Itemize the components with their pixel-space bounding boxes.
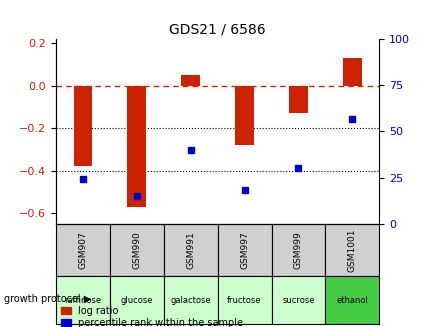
FancyBboxPatch shape bbox=[217, 276, 271, 324]
FancyBboxPatch shape bbox=[163, 224, 217, 276]
Text: GSM1001: GSM1001 bbox=[347, 228, 356, 272]
Text: galactose: galactose bbox=[170, 296, 211, 304]
FancyBboxPatch shape bbox=[325, 224, 378, 276]
FancyBboxPatch shape bbox=[271, 276, 325, 324]
Text: glucose: glucose bbox=[120, 296, 153, 304]
Legend: log ratio, percentile rank within the sample: log ratio, percentile rank within the sa… bbox=[61, 306, 243, 327]
FancyBboxPatch shape bbox=[217, 224, 271, 276]
Text: fructose: fructose bbox=[227, 296, 261, 304]
Text: raffinose: raffinose bbox=[64, 296, 101, 304]
Bar bbox=[181, 75, 200, 86]
Text: GSM991: GSM991 bbox=[186, 231, 195, 269]
FancyBboxPatch shape bbox=[56, 276, 110, 324]
FancyBboxPatch shape bbox=[56, 224, 110, 276]
Bar bbox=[127, 86, 146, 207]
FancyBboxPatch shape bbox=[163, 276, 217, 324]
FancyBboxPatch shape bbox=[110, 224, 163, 276]
Bar bbox=[74, 86, 92, 166]
FancyBboxPatch shape bbox=[110, 276, 163, 324]
Bar bbox=[289, 86, 307, 113]
Text: GSM997: GSM997 bbox=[240, 231, 249, 269]
FancyBboxPatch shape bbox=[325, 276, 378, 324]
Bar bbox=[235, 86, 253, 145]
Title: GDS21 / 6586: GDS21 / 6586 bbox=[169, 23, 265, 37]
FancyBboxPatch shape bbox=[271, 224, 325, 276]
Text: GSM999: GSM999 bbox=[293, 231, 302, 269]
Text: growth protocol ▶: growth protocol ▶ bbox=[4, 294, 91, 304]
Text: GSM907: GSM907 bbox=[78, 231, 87, 269]
Text: GSM990: GSM990 bbox=[132, 231, 141, 269]
Bar bbox=[342, 58, 361, 86]
Text: sucrose: sucrose bbox=[282, 296, 314, 304]
Text: ethanol: ethanol bbox=[336, 296, 367, 304]
